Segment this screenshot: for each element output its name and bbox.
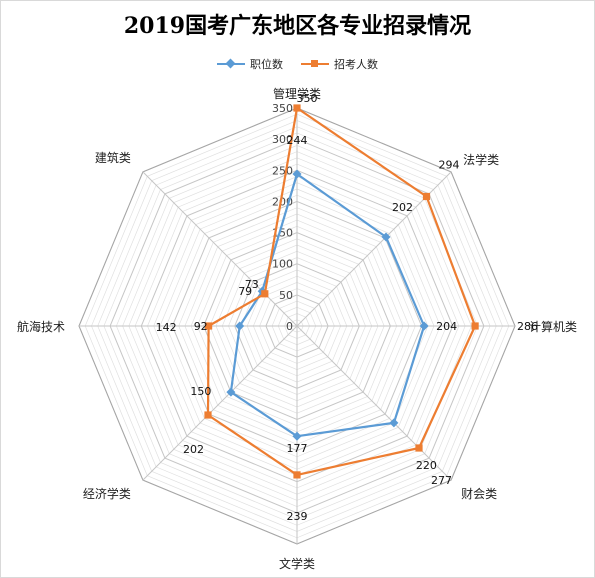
category-label: 管理学类 bbox=[273, 86, 321, 101]
legend-item-series-1: 职位数 bbox=[217, 56, 283, 72]
radar-grid bbox=[78, 107, 516, 545]
series-1-point bbox=[419, 321, 429, 331]
radial-tick-label: 250 bbox=[272, 164, 293, 177]
series-2-point bbox=[204, 411, 212, 419]
data-label-series-1: 220 bbox=[416, 459, 437, 472]
radial-tick-label: 300 bbox=[272, 133, 293, 146]
series-2-point bbox=[293, 104, 301, 112]
legend: 职位数 招考人数 bbox=[0, 56, 595, 72]
radar-value-labels: 244 202 204 220 177 150 92 79 350 294 286 277 239 202… bbox=[156, 92, 538, 523]
series-2-point bbox=[205, 322, 213, 330]
radial-tick-label: 50 bbox=[279, 289, 293, 302]
series-2-point bbox=[293, 471, 301, 479]
legend-label-series-1: 职位数 bbox=[250, 58, 283, 71]
data-label-series-2: 142 bbox=[156, 321, 177, 334]
series-2-point bbox=[415, 444, 423, 452]
category-label: 建筑类 bbox=[95, 150, 131, 165]
data-label-series-1: 150 bbox=[190, 385, 211, 398]
data-label-series-2: 277 bbox=[431, 474, 452, 487]
category-label: 航海技术 bbox=[17, 319, 65, 334]
radial-tick-label: 150 bbox=[272, 227, 293, 240]
data-label-series-2: 286 bbox=[517, 320, 538, 333]
data-label-series-2: 73 bbox=[245, 278, 259, 291]
series-1-point bbox=[226, 387, 236, 397]
data-label-series-2: 239 bbox=[287, 510, 308, 523]
data-label-series-1: 202 bbox=[392, 201, 413, 214]
data-label-series-1: 79 bbox=[238, 285, 252, 298]
category-label: 财会类 bbox=[461, 487, 497, 501]
series-2-point bbox=[261, 290, 269, 298]
radial-tick-label: 0 bbox=[286, 320, 293, 333]
axis-spoke bbox=[296, 325, 452, 481]
data-label-series-1: 204 bbox=[436, 320, 457, 333]
data-label-series-2: 294 bbox=[439, 159, 460, 172]
legend-label-series-2: 招考人数 bbox=[334, 58, 378, 71]
series-2-point bbox=[422, 192, 431, 201]
category-label: 法学类 bbox=[463, 152, 499, 167]
legend-item-series-2: 招考人数 bbox=[301, 56, 378, 72]
radial-tick-label: 100 bbox=[272, 258, 293, 271]
radial-tick-label: 350 bbox=[272, 102, 293, 115]
data-label-series-2: 350 bbox=[297, 92, 318, 105]
axis-spoke bbox=[142, 171, 298, 327]
legend-swatch-series-2 bbox=[301, 59, 329, 69]
category-label: 文学类 bbox=[279, 556, 315, 571]
data-label-series-1: 177 bbox=[287, 442, 308, 455]
category-label: 计算机类 bbox=[529, 319, 577, 334]
legend-swatch-series-1 bbox=[217, 58, 245, 69]
axis-spoke bbox=[142, 325, 298, 481]
data-label-series-2: 202 bbox=[183, 443, 204, 456]
series-1-point bbox=[235, 321, 245, 331]
data-label-series-1: 92 bbox=[194, 320, 208, 333]
category-label: 经济学类 bbox=[83, 486, 131, 501]
chart-title: 2019国考广东地区各专业招录情况 bbox=[123, 13, 472, 39]
data-label-series-1: 244 bbox=[287, 134, 308, 147]
series-2-point bbox=[471, 322, 479, 330]
